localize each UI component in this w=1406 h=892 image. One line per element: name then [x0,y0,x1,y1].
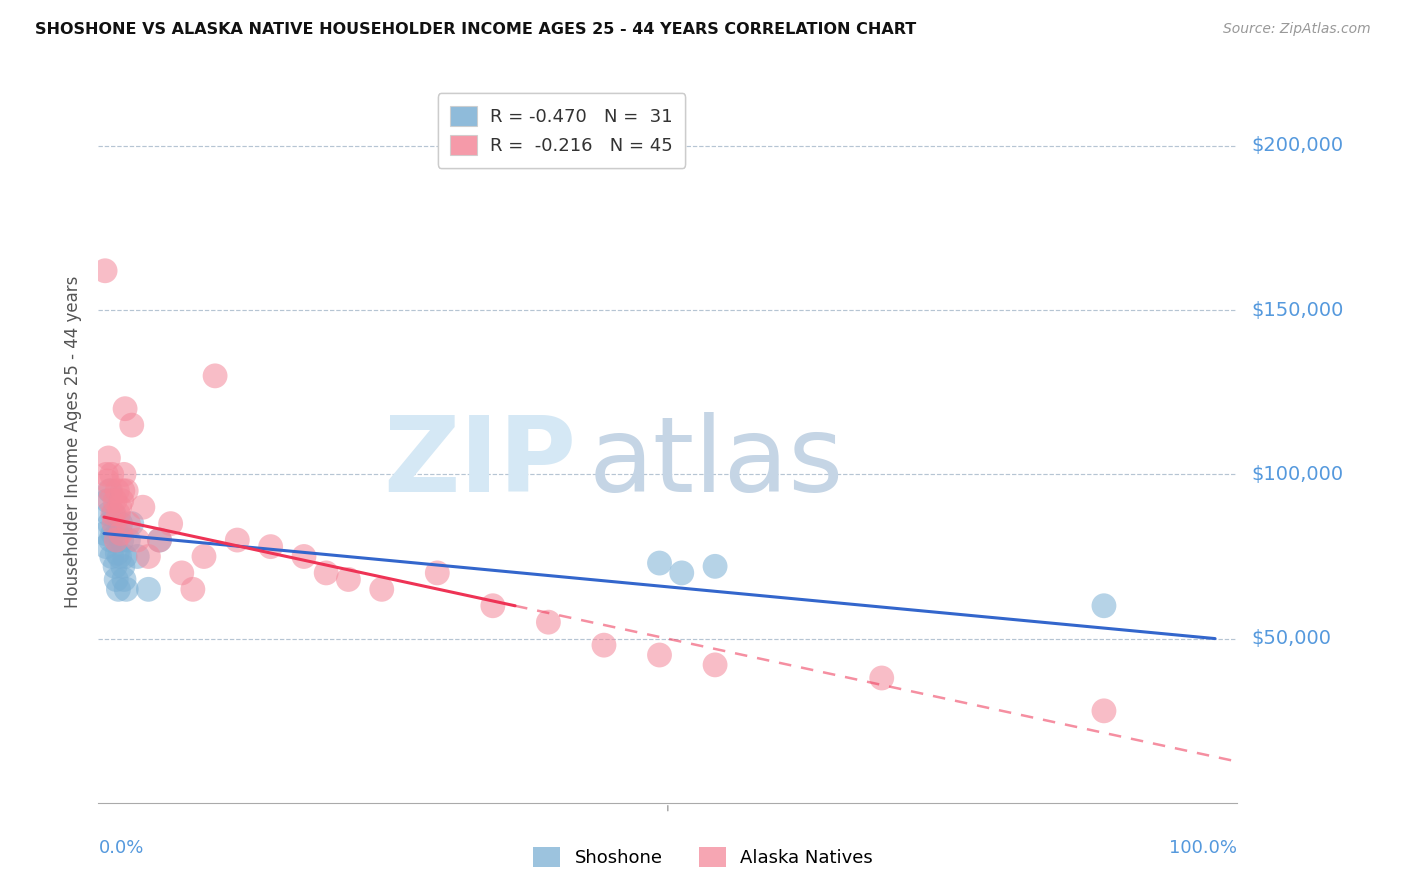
Point [105,533,128,547]
Point [148,533,170,547]
Text: Source: ZipAtlas.com: Source: ZipAtlas.com [1223,22,1371,37]
Y-axis label: Householder Income Ages 25 - 44 years: Householder Income Ages 25 - 44 years [63,276,82,607]
Point [138,549,160,564]
Point [114,401,136,416]
Text: $150,000: $150,000 [1251,301,1344,319]
Point [108,500,131,515]
Point [115,582,138,597]
Legend: R = -0.470   N =  31, R =  -0.216   N = 45: R = -0.470 N = 31, R = -0.216 N = 45 [437,93,686,168]
Point [593,638,616,652]
Legend: Shoshone, Alaska Natives: Shoshone, Alaska Natives [526,839,880,874]
Point [226,533,249,547]
Point [112,467,135,482]
Point [114,549,136,564]
Point [100,549,122,564]
Point [96,474,118,488]
Point [110,526,132,541]
Text: $100,000: $100,000 [1251,465,1343,483]
Text: SHOSHONE VS ALASKA NATIVE HOUSEHOLDER INCOME AGES 25 - 44 YEARS CORRELATION CHAR: SHOSHONE VS ALASKA NATIVE HOUSEHOLDER IN… [35,22,917,37]
Point [648,648,671,662]
Point [108,549,131,564]
Point [94,526,117,541]
Point [337,573,360,587]
Point [482,599,505,613]
Point [648,556,671,570]
Point [170,566,193,580]
Point [259,540,281,554]
Point [103,507,125,521]
Point [97,450,120,465]
Point [117,533,139,547]
Point [96,540,118,554]
Point [104,493,127,508]
Point [159,516,181,531]
Point [371,582,394,597]
Point [105,573,128,587]
Text: $50,000: $50,000 [1251,629,1331,648]
Point [112,573,135,587]
Point [127,549,149,564]
Point [111,483,134,498]
Point [100,483,122,498]
Point [105,546,128,560]
Point [98,493,121,508]
Point [111,559,134,574]
Point [121,418,143,433]
Point [193,549,215,564]
Point [96,467,118,482]
Point [97,507,120,521]
Point [101,526,124,541]
Point [107,507,129,521]
Text: 100.0%: 100.0% [1170,838,1237,857]
Point [111,493,134,508]
Point [315,566,337,580]
Point [105,483,128,498]
Point [292,549,315,564]
Point [148,533,170,547]
Point [115,483,138,498]
Text: atlas: atlas [588,412,844,514]
Point [704,559,727,574]
Point [138,582,160,597]
Point [181,582,204,597]
Point [101,507,124,521]
Text: ZIP: ZIP [384,412,576,514]
Point [105,526,128,541]
Text: 0.0%: 0.0% [98,838,143,857]
Point [870,671,893,685]
Point [537,615,560,630]
Point [98,483,121,498]
Point [204,368,226,383]
Point [117,516,139,531]
Point [704,657,727,672]
Point [96,493,118,508]
Point [671,566,693,580]
Point [111,533,134,547]
Point [104,559,127,574]
Point [127,533,149,547]
Point [132,500,155,515]
Point [121,516,143,531]
Point [94,264,117,278]
Point [107,582,129,597]
Point [426,566,449,580]
Point [110,516,132,531]
Point [98,516,121,531]
Text: $200,000: $200,000 [1251,136,1343,155]
Point [1092,599,1115,613]
Point [100,533,122,547]
Point [103,516,125,531]
Point [1092,704,1115,718]
Point [100,467,122,482]
